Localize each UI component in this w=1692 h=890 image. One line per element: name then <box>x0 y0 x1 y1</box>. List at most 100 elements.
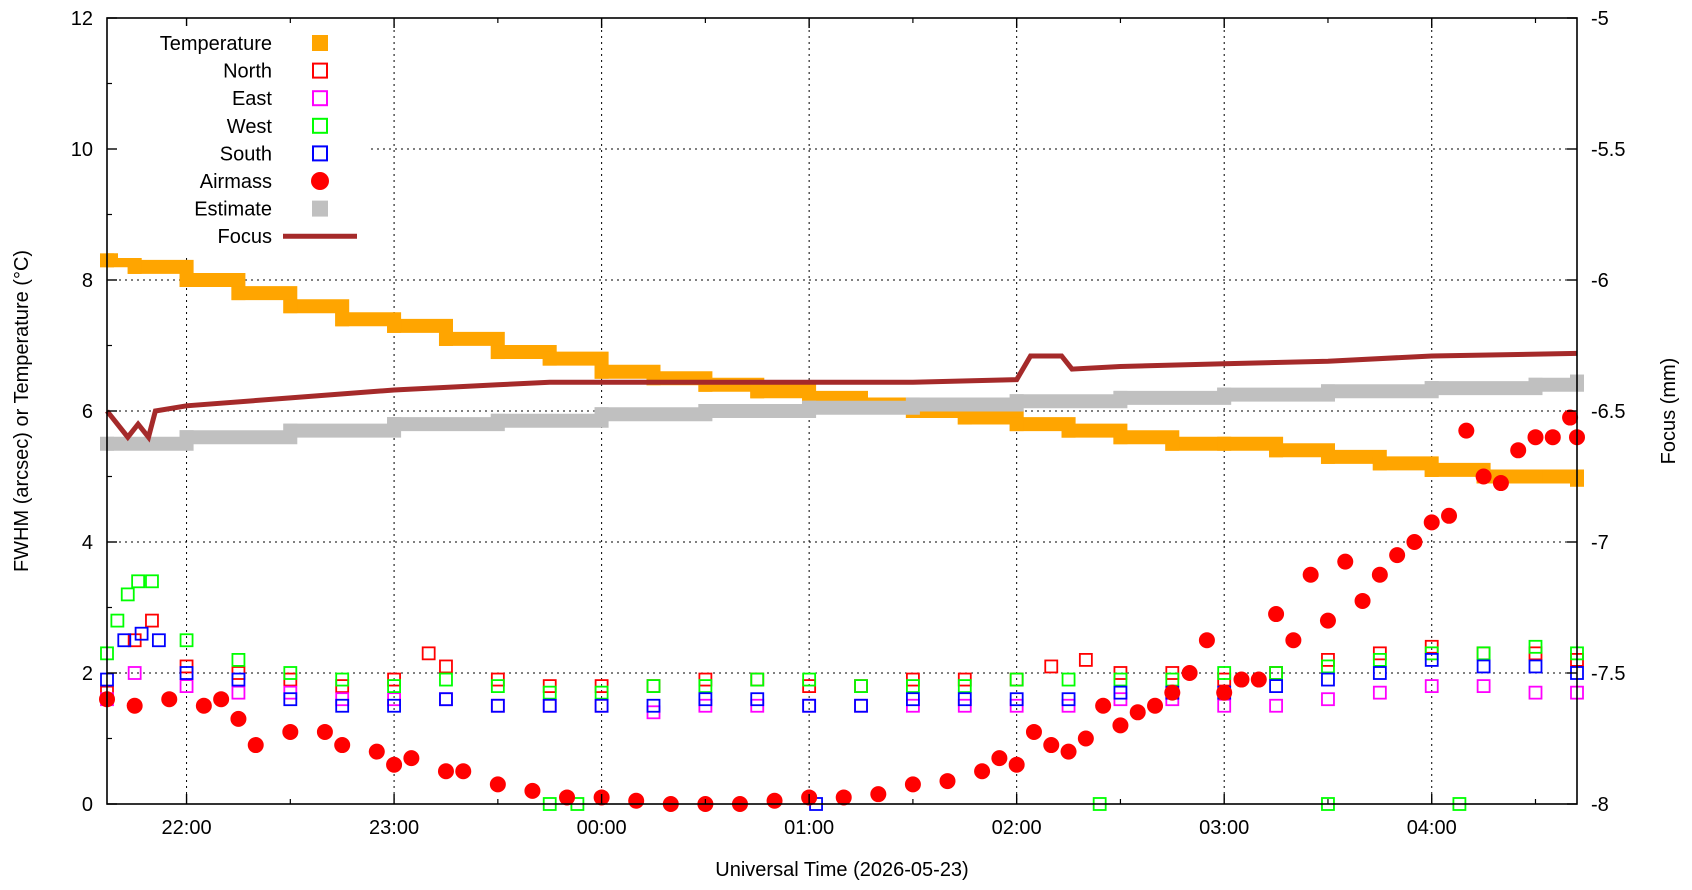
airmass-point <box>1164 684 1181 701</box>
estimate-point <box>1320 384 1335 399</box>
airmass-point <box>1510 442 1527 459</box>
south-point <box>1269 679 1283 693</box>
airmass-point <box>1337 553 1354 570</box>
temperature-point <box>1424 462 1439 477</box>
west-point <box>131 574 146 589</box>
estimate-point <box>698 404 713 418</box>
west-point <box>283 666 298 680</box>
west-point <box>854 679 868 693</box>
temperature-point <box>490 345 505 360</box>
airmass-point <box>1198 632 1215 649</box>
airmass-point <box>126 697 143 714</box>
airmass-point <box>1544 429 1561 446</box>
airmass-point <box>1458 422 1475 439</box>
west-point <box>1009 672 1024 687</box>
legend-swatch <box>312 35 328 51</box>
temperature-point <box>438 331 453 346</box>
x-tick-label: 01:00 <box>784 817 834 839</box>
west-point <box>387 679 401 693</box>
legend-item-focus: Focus <box>218 226 357 248</box>
airmass-point <box>974 763 991 780</box>
legend-swatch <box>312 62 328 79</box>
legend-label: North <box>223 61 272 83</box>
estimate-point <box>179 430 194 445</box>
x-tick-label: 04:00 <box>1407 817 1457 839</box>
airmass-point <box>1147 697 1164 714</box>
y-tick-label: 10 <box>71 139 93 161</box>
airmass-point <box>386 756 403 773</box>
west-point <box>335 672 350 687</box>
x-tick-label: 03:00 <box>1199 817 1249 839</box>
series-focus <box>105 350 1578 443</box>
estimate-point <box>1217 387 1232 402</box>
series-temperature <box>100 253 1584 487</box>
y-tick-label: 0 <box>82 794 93 816</box>
axes: 22:00 23:00 00:00 01:00 02:00 03:00 04:00 0 2 4 6 8… <box>71 8 1626 839</box>
west-point <box>231 653 246 667</box>
legend: Temperature North East West South Airmass Esti… <box>118 26 368 258</box>
airmass-point <box>1527 429 1544 446</box>
y2-axis-title: Focus (mm) <box>1658 358 1680 465</box>
airmass-point <box>1233 671 1250 688</box>
y-axis-title: FWHM (arcsec) or Temperature (°C) <box>11 250 33 572</box>
north-point <box>1078 653 1093 667</box>
airmass-point <box>334 737 351 754</box>
airmass-point <box>524 782 541 799</box>
west-point <box>1269 666 1283 680</box>
temperature-point <box>335 312 350 327</box>
north-point <box>421 646 436 661</box>
south-point <box>594 698 609 713</box>
west-point <box>110 613 125 628</box>
series-focus-line <box>105 350 1578 443</box>
airmass-point <box>195 697 212 714</box>
east-point <box>1372 685 1387 700</box>
south-point <box>1113 685 1128 700</box>
legend-label: West <box>227 116 273 138</box>
legend-item-east: East <box>232 88 328 110</box>
airmass-point <box>455 763 472 780</box>
south-point <box>387 698 401 713</box>
airmass-point <box>213 691 230 708</box>
south-point <box>802 698 817 713</box>
legend-item-airmass: Airmass <box>200 171 329 193</box>
airmass-point <box>1389 547 1406 564</box>
y2-tick-label: -5 <box>1591 8 1609 30</box>
west-point <box>646 679 661 693</box>
west-point <box>542 685 557 700</box>
airmass-point <box>766 792 783 809</box>
west-point <box>750 672 765 687</box>
west-point <box>439 672 453 687</box>
west-point <box>490 679 505 693</box>
airmass-point <box>1060 743 1077 760</box>
y-tick-label: 2 <box>82 663 93 685</box>
north-point <box>1044 659 1059 674</box>
temperature-point <box>1320 449 1335 464</box>
west-point <box>1061 672 1076 687</box>
airmass-point <box>1423 514 1440 531</box>
airmass-point <box>1492 475 1509 492</box>
airmass-point <box>628 792 645 809</box>
south-point <box>906 692 920 707</box>
temperature-point <box>231 286 246 301</box>
airmass-point <box>1043 737 1060 754</box>
airmass-point <box>1008 756 1025 773</box>
west-point <box>698 679 713 693</box>
airmass-point <box>1268 606 1285 623</box>
east-point <box>127 666 142 680</box>
south-point <box>542 698 557 713</box>
temperature-point <box>283 299 298 314</box>
west-point <box>120 587 135 602</box>
airmass-point <box>1181 665 1198 681</box>
y2-tick-label: -7 <box>1591 532 1609 554</box>
south-point <box>854 698 868 713</box>
airmass-point <box>316 723 333 740</box>
south-point <box>1372 666 1387 680</box>
estimate-point <box>387 417 402 432</box>
airmass-point <box>247 737 264 754</box>
temperature-point <box>127 259 142 274</box>
legend-label: Focus <box>218 226 272 248</box>
east-point <box>231 685 246 700</box>
south-point <box>1009 692 1024 707</box>
airmass-point <box>368 743 385 760</box>
airmass-point <box>230 710 247 727</box>
